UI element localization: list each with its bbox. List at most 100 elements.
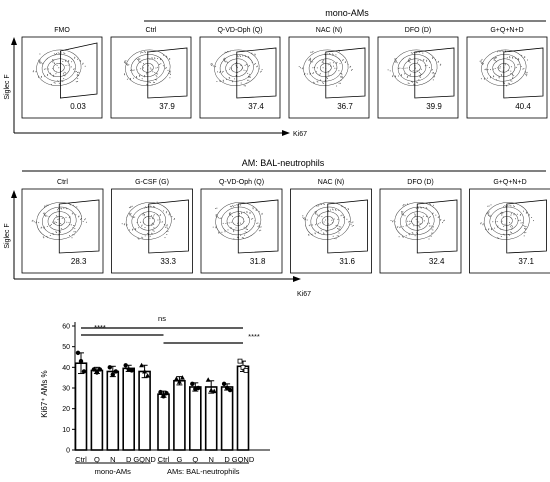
panel_a-plot-0: FMO 0.03 bbox=[21, 27, 103, 119]
chart-point bbox=[164, 390, 169, 396]
chart-point bbox=[179, 375, 185, 380]
flow-gate-value: 37.4 bbox=[248, 102, 264, 111]
panel-a-y-axis-label: Siglec F bbox=[4, 74, 11, 99]
chart-point bbox=[145, 373, 151, 378]
chart-bar bbox=[157, 393, 170, 451]
panel-b-y-axis-label: Siglec F bbox=[4, 223, 11, 248]
flow-density-contour bbox=[480, 202, 534, 240]
chart-point bbox=[221, 381, 227, 387]
chart-x-tick-label: D bbox=[224, 455, 230, 464]
flow-gate-value: 32.4 bbox=[429, 257, 445, 266]
flow-plot-frame bbox=[469, 188, 550, 274]
flow-gate bbox=[506, 199, 547, 254]
flow-plot-title: DFO (D) bbox=[407, 179, 433, 186]
chart-point bbox=[237, 358, 243, 364]
chart-bar bbox=[173, 379, 186, 451]
panel-b-flow-row: AM: BAL-neutrophils Siglec F Ki67 Ctrl 28… bbox=[4, 158, 550, 298]
chart-point bbox=[97, 367, 103, 372]
flow-plot-frame bbox=[199, 36, 281, 119]
chart-x-tick-label: Q bbox=[94, 455, 100, 464]
chart-bar bbox=[204, 386, 218, 451]
chart-x-tick-label: N bbox=[208, 455, 213, 464]
chart-point bbox=[196, 385, 201, 391]
chart-x-tick-label: GQND bbox=[232, 455, 255, 464]
chart-point bbox=[142, 368, 148, 374]
chart-y-tick-label: 50 bbox=[62, 344, 70, 351]
chart-point bbox=[81, 369, 87, 374]
chart-point bbox=[243, 368, 249, 373]
chart-x-tick-label: Ctrl bbox=[75, 455, 87, 464]
flow-plot-title: DFO (D) bbox=[405, 27, 431, 34]
chart-point bbox=[129, 368, 134, 373]
flow-density-contour bbox=[479, 49, 528, 87]
panel_b-plot-2: Q-VD-Oph (Q) 31.8 bbox=[200, 179, 283, 274]
flow-gate-value: 37.1 bbox=[518, 257, 534, 266]
flow-gate bbox=[236, 47, 277, 99]
flow-plot-title: FMO bbox=[54, 27, 70, 34]
flow-gate bbox=[503, 47, 544, 99]
flow-plot-frame bbox=[111, 188, 193, 274]
flow-gate bbox=[325, 47, 366, 99]
chart-y-tick-label: 10 bbox=[62, 427, 70, 434]
panel-a-flow-row: mono-AMs Siglec F Ki67 FMO 0.03 Ctrl 37.9 Q-… bbox=[4, 8, 548, 138]
flow-density-contour bbox=[302, 202, 354, 240]
flow-gate-value: 33.3 bbox=[160, 257, 176, 266]
chart-significance-label: ns bbox=[158, 314, 166, 323]
chart-bar bbox=[138, 370, 151, 451]
flow-plot-frame bbox=[21, 36, 103, 119]
flow-density-contour bbox=[32, 48, 86, 86]
flow-plot-frame bbox=[110, 36, 192, 119]
panel-a-x-axis-label: Ki67 bbox=[293, 131, 307, 138]
flow-plot-frame bbox=[466, 36, 548, 119]
chart-x-tick-label: N bbox=[110, 455, 115, 464]
panel-a-header: mono-AMs bbox=[325, 8, 369, 18]
panel-b-x-axis-arrow bbox=[14, 276, 301, 282]
panel-b-header: AM: BAL-neutrophils bbox=[242, 158, 325, 168]
chart-bar bbox=[90, 369, 104, 451]
chart-y-tick-label: 60 bbox=[62, 324, 70, 331]
chart-point bbox=[161, 394, 166, 399]
panel-b-x-axis-label: Ki67 bbox=[297, 291, 311, 298]
chart-point bbox=[211, 388, 217, 394]
chart-point bbox=[91, 367, 97, 372]
flow-plot-title: NAC (N) bbox=[318, 179, 344, 186]
chart-point bbox=[107, 365, 113, 370]
panel_b-plot-0: Ctrl 28.3 bbox=[21, 179, 104, 274]
panel-a-x-axis-arrow bbox=[14, 130, 290, 136]
panel_b-plot-4: DFO (D) 32.4 bbox=[379, 179, 462, 274]
chart-x-tick-label: Ctrl bbox=[158, 455, 170, 464]
panel_a-plot-1: Ctrl 37.9 bbox=[110, 27, 192, 119]
chart-bar bbox=[236, 365, 250, 451]
flow-gate-value: 37.9 bbox=[159, 102, 175, 111]
chart-point bbox=[78, 358, 84, 364]
chart-point bbox=[94, 370, 100, 375]
flow-gate-value: 40.4 bbox=[515, 102, 531, 111]
flow-plot-title: G+Q+N+D bbox=[490, 27, 523, 34]
panel_b-plot-5: G+Q+N+D 37.1 bbox=[469, 179, 550, 274]
flow-gate-value: 36.7 bbox=[337, 102, 353, 111]
flow-gate bbox=[327, 199, 368, 254]
chart-y-tick-label: 20 bbox=[62, 406, 70, 413]
flow-plot-title: Q-VD-Oph (Q) bbox=[217, 27, 262, 34]
chart-y-tick-label: 40 bbox=[62, 365, 70, 372]
chart-point bbox=[176, 379, 182, 384]
flow-gate bbox=[414, 47, 455, 99]
flow-gate bbox=[60, 42, 98, 99]
chart-x-tick-label: D bbox=[126, 455, 132, 464]
chart-point bbox=[123, 363, 128, 368]
chart-point bbox=[158, 389, 163, 395]
flow-density-contour bbox=[390, 202, 445, 240]
flow-plot-frame bbox=[377, 36, 459, 119]
chart-y-tick-label: 30 bbox=[62, 386, 70, 393]
chart-point bbox=[139, 362, 145, 368]
chart-point bbox=[113, 369, 119, 374]
flow-gate-value: 31.6 bbox=[339, 257, 355, 266]
flow-gate-value: 31.8 bbox=[250, 257, 266, 266]
chart-point bbox=[208, 387, 214, 393]
chart-point bbox=[110, 372, 116, 377]
flow-density-contour bbox=[121, 201, 175, 240]
flow-plot-title: G+Q+N+D bbox=[493, 179, 526, 186]
panel_a-plot-3: NAC (N) 36.7 bbox=[288, 27, 370, 119]
chart-bar bbox=[74, 362, 88, 451]
